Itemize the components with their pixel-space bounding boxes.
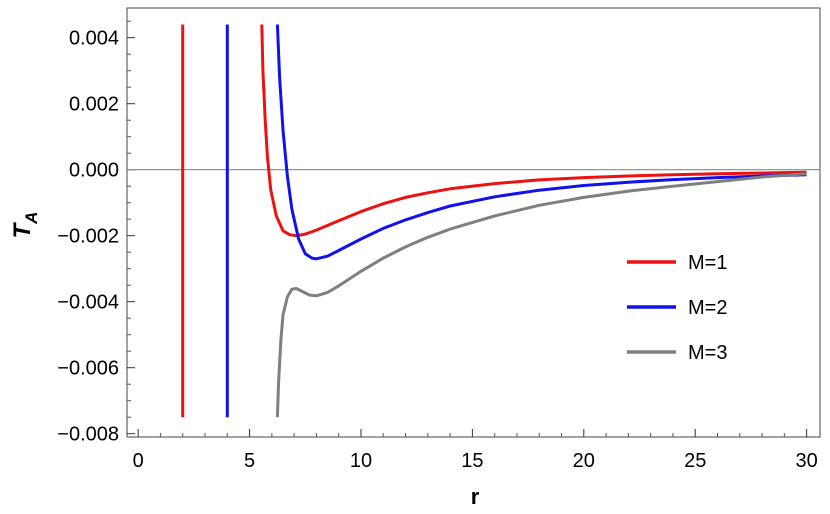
y-tick-label: −0.002 — [57, 226, 119, 248]
y-axis-title-main: T — [9, 221, 36, 238]
legend-label: M=3 — [688, 342, 727, 364]
y-tick-label: −0.004 — [57, 292, 119, 314]
x-axis: 0 5 10 15 20 25 30 — [133, 429, 818, 472]
y-axis: 0.004 0.002 0.000 −0.002 −0.004 −0.006 −0.008 — [57, 28, 135, 446]
y-tick-label: 0.004 — [69, 28, 119, 50]
y-axis-title: TA — [9, 212, 41, 239]
legend: M=1 M=2 M=3 — [627, 252, 727, 364]
y-axis-title-sub: A — [22, 212, 41, 225]
x-tick-label: 15 — [461, 450, 483, 472]
x-tick-label: 30 — [796, 450, 818, 472]
y-tick-label: −0.006 — [57, 358, 119, 380]
minor-ticks — [127, 20, 785, 437]
x-tick-label: 20 — [573, 450, 595, 472]
plot-frame — [126, 7, 821, 438]
y-tick-label: 0.002 — [69, 94, 119, 116]
x-tick-label: 25 — [684, 450, 706, 472]
x-axis-title: r — [471, 484, 480, 509]
y-tick-label: −0.008 — [57, 424, 119, 446]
series-line-m1 — [260, 24, 807, 238]
series-line-m2 — [275, 24, 807, 261]
x-tick-label: 10 — [350, 450, 372, 472]
series-line-m3 — [275, 172, 807, 418]
plot-area — [181, 24, 807, 418]
legend-label: M=2 — [688, 297, 727, 319]
x-tick-label: 5 — [244, 450, 255, 472]
legend-label: M=1 — [688, 252, 727, 274]
y-tick-label: 0.000 — [69, 160, 119, 182]
x-tick-label: 0 — [133, 450, 144, 472]
